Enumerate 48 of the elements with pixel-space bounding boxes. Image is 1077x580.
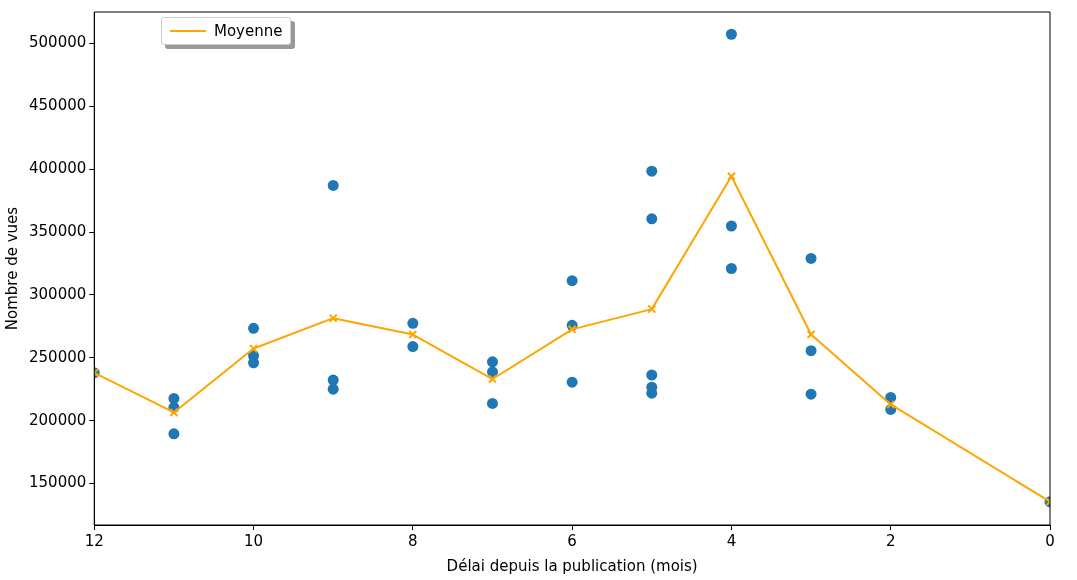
- point: [805, 345, 817, 357]
- point: [805, 252, 817, 264]
- point: [408, 329, 418, 340]
- point: [169, 407, 179, 417]
- point: [566, 275, 578, 287]
- point: [886, 399, 896, 409]
- y-tick-label: 200000: [29, 410, 87, 429]
- point: [646, 165, 658, 177]
- point: [567, 324, 577, 334]
- point: [486, 366, 498, 378]
- y-axis-title: Nombre de vues: [2, 206, 21, 331]
- point: [486, 397, 498, 409]
- point: [486, 356, 498, 368]
- point: [407, 317, 419, 329]
- y-tick-label: 350000: [29, 221, 87, 240]
- y-tick-label: 400000: [29, 159, 87, 178]
- point: [168, 428, 180, 440]
- x-tick-label: 6: [567, 531, 577, 550]
- point: [407, 341, 419, 353]
- point: [726, 171, 736, 181]
- point: [328, 313, 338, 323]
- point: [725, 28, 737, 40]
- x-tick-label: 10: [244, 531, 264, 550]
- y-tick-label: 250000: [29, 347, 87, 366]
- x-tick-label: 0: [1045, 531, 1055, 550]
- x-tick-label: 8: [408, 531, 418, 550]
- y-tick-label: 450000: [29, 96, 87, 115]
- point: [487, 374, 498, 384]
- x-tick-label: 12: [84, 531, 104, 550]
- legend-label: Moyenne: [214, 22, 283, 40]
- point: [327, 179, 339, 191]
- point: [806, 329, 816, 340]
- point: [725, 263, 737, 274]
- point: [249, 344, 259, 354]
- y-tick-label: 150000: [29, 473, 87, 492]
- point: [805, 388, 817, 400]
- x-tick-label: 2: [885, 531, 896, 550]
- y-tick-label: 300000: [29, 284, 87, 303]
- point: [725, 220, 737, 232]
- x-axis-title: Délai depuis la publication (mois): [446, 556, 698, 575]
- x-tick-label: 4: [726, 531, 737, 550]
- point: [646, 369, 658, 381]
- point: [646, 213, 658, 225]
- y-tick-label: 500000: [29, 33, 87, 52]
- point: [566, 376, 578, 388]
- point: [327, 383, 339, 395]
- point: [647, 304, 657, 314]
- point: [248, 322, 260, 334]
